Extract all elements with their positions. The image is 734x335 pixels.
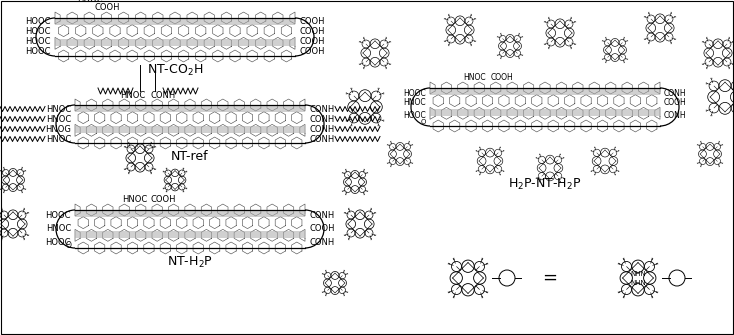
Bar [430, 88, 660, 126]
Text: COOH: COOH [490, 73, 513, 82]
Text: COOH: COOH [299, 27, 324, 37]
Text: HNOC: HNOC [120, 90, 145, 99]
Text: CONH: CONH [309, 210, 334, 219]
Bar [75, 210, 305, 217]
Text: HNOC: HNOC [46, 105, 71, 114]
Text: HOOC: HOOC [46, 210, 71, 219]
Bar [430, 88, 660, 95]
Text: NHN: NHN [630, 271, 646, 277]
Text: HOOC: HOOC [26, 48, 51, 57]
Bar [75, 105, 305, 143]
Text: HNOC: HNOC [404, 98, 426, 107]
Text: CONH: CONH [309, 115, 334, 124]
Text: CONH: CONH [309, 134, 334, 143]
Text: HOOC: HOOC [403, 88, 426, 97]
Text: COOH: COOH [664, 98, 687, 107]
Text: COOH: COOH [299, 38, 324, 47]
Text: HNOC: HNOC [46, 224, 71, 233]
Text: HNOC: HNOC [464, 73, 487, 82]
Bar [55, 18, 295, 25]
Text: HOOC: HOOC [26, 27, 51, 37]
Text: COOH: COOH [94, 3, 120, 12]
Bar [75, 231, 305, 238]
Bar [75, 210, 305, 248]
Text: NT-CO$_2$H: NT-CO$_2$H [147, 62, 203, 77]
Text: COOH: COOH [299, 17, 324, 26]
Text: CONH: CONH [664, 88, 686, 97]
Text: NT-ref: NT-ref [171, 150, 208, 163]
Text: HNOC: HNOC [123, 196, 148, 204]
Text: O: O [421, 119, 426, 125]
Text: CONH: CONH [664, 111, 686, 120]
Text: HOOC: HOOC [77, 0, 103, 4]
Bar [75, 105, 305, 112]
Text: HOOC: HOOC [26, 17, 51, 26]
Text: HNOG: HNOG [45, 125, 71, 134]
Text: CONH: CONH [309, 238, 334, 247]
Text: HNOC: HNOC [46, 115, 71, 124]
Bar [55, 39, 295, 46]
Text: =: = [542, 269, 558, 287]
Bar [55, 18, 295, 56]
Text: CONH: CONH [150, 90, 175, 99]
Text: H$_2$P-NT-H$_2$P: H$_2$P-NT-H$_2$P [508, 177, 582, 192]
Text: O: O [65, 241, 71, 250]
Bar [430, 109, 660, 116]
Text: HOOC: HOOC [26, 38, 51, 47]
Text: COOH: COOH [299, 48, 324, 57]
Text: NT-H$_2$P: NT-H$_2$P [167, 255, 213, 270]
Bar [75, 126, 305, 133]
Text: COOH: COOH [309, 224, 335, 233]
Text: COOH: COOH [150, 196, 175, 204]
Text: CONH: CONH [309, 105, 334, 114]
Text: HOOC: HOOC [403, 111, 426, 120]
Text: NHN: NHN [630, 280, 646, 286]
Text: HNOC: HNOC [46, 134, 71, 143]
Text: CONH: CONH [309, 125, 334, 134]
Text: HOOC: HOOC [46, 238, 71, 247]
